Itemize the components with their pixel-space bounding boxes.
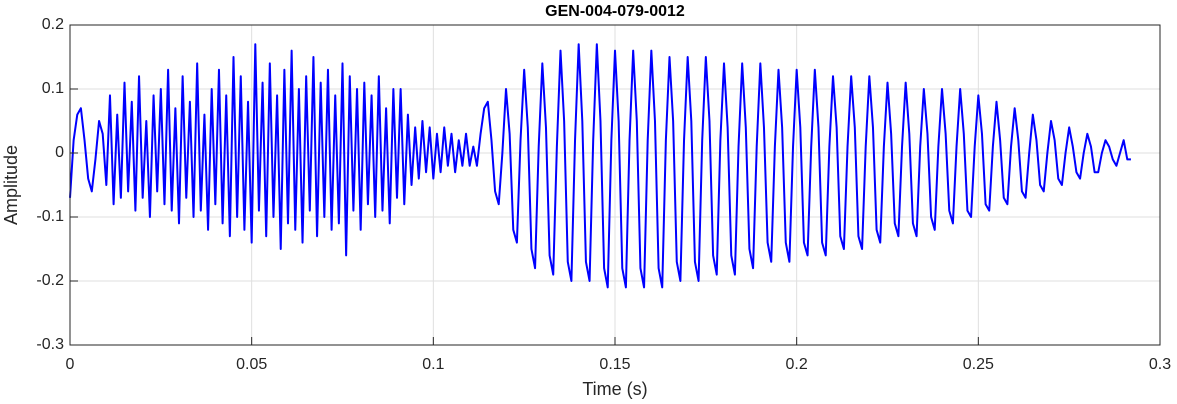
x-tick-label: 0.3	[1149, 356, 1171, 373]
y-axis-label: Amplitude	[1, 145, 21, 225]
x-tick-label: 0.15	[599, 356, 630, 373]
y-tick-label: 0	[55, 144, 64, 161]
x-axis-label: Time (s)	[582, 379, 647, 399]
x-tick-label: 0.2	[786, 356, 808, 373]
y-tick-label: 0.1	[42, 80, 64, 97]
y-tick-label: -0.1	[36, 208, 64, 225]
x-tick-label: 0.25	[963, 356, 994, 373]
x-tick-label: 0	[66, 356, 75, 373]
plot	[69, 43, 1131, 289]
chart-title: GEN-004-079-0012	[545, 3, 685, 20]
y-tick-label: -0.2	[36, 272, 64, 289]
y-tick-label: 0.2	[42, 16, 64, 33]
y-tick-label: -0.3	[36, 336, 64, 353]
x-tick-label: 0.05	[236, 356, 267, 373]
ticks: 0 0.05 0.1 0.15 0.2 0.25 0.3 -0.3 -0.2 -0.1 0 0.1 0.…	[36, 16, 1171, 373]
signal-line	[69, 43, 1131, 289]
x-tick-label: 0.1	[422, 356, 444, 373]
